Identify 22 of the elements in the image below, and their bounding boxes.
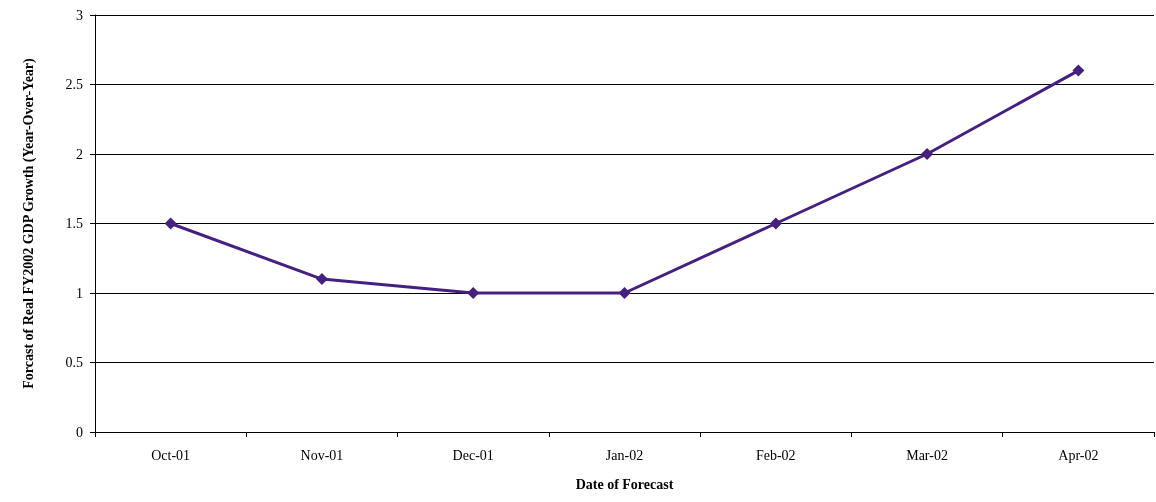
y-tick-label: 2	[76, 146, 83, 162]
x-tick-label: Dec-01	[452, 447, 494, 463]
x-tick-label: Jan-02	[605, 447, 644, 463]
point	[769, 217, 782, 230]
x-axis-title: Date of Forecast	[575, 476, 674, 492]
point	[618, 287, 631, 299]
x-tick-label: Apr-02	[1058, 447, 1099, 463]
point	[164, 217, 177, 230]
x-tick-label: Nov-01	[300, 447, 344, 463]
point	[315, 273, 328, 286]
x-tick-label: Feb-02	[755, 447, 796, 463]
y-axis-title: Forcast of Real FY2002 GDP Growth (Year-Over-Year)	[21, 57, 37, 389]
x-tick-label: Oct-01	[151, 447, 191, 463]
y-tick-label: 3	[76, 7, 83, 23]
y-tick-label: 2.5	[65, 77, 83, 92]
y-tick-label: 1	[76, 285, 83, 301]
y-tick-label: 0.5	[65, 355, 83, 370]
point	[1072, 64, 1085, 77]
x-tick-label: Mar-02	[906, 447, 948, 463]
point	[921, 148, 934, 160]
y-tick-label: 0	[76, 424, 83, 440]
y-tick-label: 1.5	[65, 216, 83, 231]
